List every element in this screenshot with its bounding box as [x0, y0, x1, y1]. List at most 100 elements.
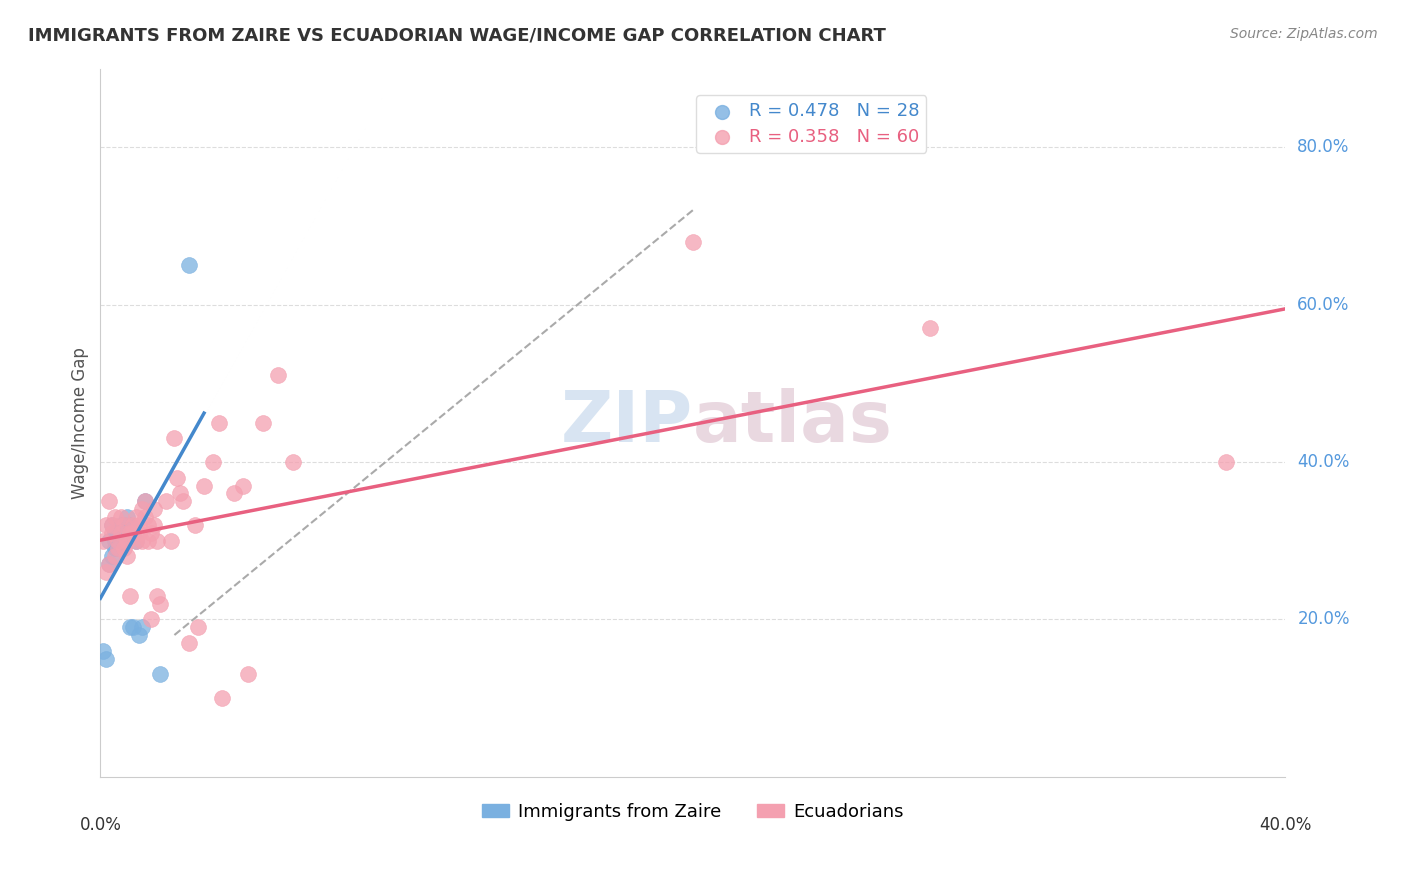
Point: [201, 455, 224, 469]
Point: [281, 455, 304, 469]
Point: [115, 510, 138, 524]
Text: 20.0%: 20.0%: [1298, 610, 1350, 628]
Point: [122, 620, 145, 634]
Point: [107, 541, 129, 556]
Point: [184, 517, 207, 532]
Point: [107, 525, 129, 540]
Point: [98, 558, 121, 572]
Text: Source: ZipAtlas.com: Source: ZipAtlas.com: [1230, 27, 1378, 41]
Point: [139, 525, 162, 540]
Point: [131, 533, 153, 548]
Point: [98, 533, 121, 548]
Point: [1215, 455, 1237, 469]
Point: [107, 533, 129, 548]
Point: [104, 541, 127, 556]
Point: [160, 533, 183, 548]
Point: [252, 416, 274, 430]
Point: [110, 525, 132, 540]
Point: [166, 470, 188, 484]
Point: [104, 549, 127, 564]
Point: [222, 486, 245, 500]
Point: [107, 541, 129, 556]
Text: 0.0%: 0.0%: [79, 815, 121, 833]
Point: [112, 541, 135, 556]
Point: [128, 517, 150, 532]
Point: [179, 258, 201, 272]
Point: [139, 612, 162, 626]
Point: [142, 517, 165, 532]
Point: [118, 525, 141, 540]
Point: [118, 517, 141, 532]
Text: 40.0%: 40.0%: [1260, 815, 1312, 833]
Text: 60.0%: 60.0%: [1298, 295, 1350, 314]
Text: 40.0%: 40.0%: [1298, 453, 1350, 471]
Point: [918, 321, 941, 335]
Point: [131, 502, 153, 516]
Point: [134, 494, 156, 508]
Point: [128, 628, 150, 642]
Point: [104, 510, 127, 524]
Point: [96, 651, 118, 665]
Point: [122, 517, 145, 532]
Point: [104, 525, 127, 540]
Point: [682, 235, 704, 249]
Point: [134, 510, 156, 524]
Point: [96, 517, 118, 532]
Point: [149, 597, 172, 611]
Text: IMMIGRANTS FROM ZAIRE VS ECUADORIAN WAGE/INCOME GAP CORRELATION CHART: IMMIGRANTS FROM ZAIRE VS ECUADORIAN WAGE…: [28, 27, 886, 45]
Point: [101, 517, 124, 532]
Point: [115, 525, 138, 540]
Point: [107, 533, 129, 548]
Point: [91, 533, 114, 548]
Point: [110, 517, 132, 532]
Point: [112, 517, 135, 532]
Point: [115, 549, 138, 564]
Point: [136, 517, 159, 532]
Point: [238, 667, 260, 681]
Point: [163, 431, 186, 445]
Point: [110, 541, 132, 556]
Point: [134, 494, 156, 508]
Point: [112, 533, 135, 548]
Point: [96, 565, 118, 579]
Point: [149, 667, 172, 681]
Point: [208, 416, 231, 430]
Legend: Immigrants from Zaire, Ecuadorians: Immigrants from Zaire, Ecuadorians: [475, 796, 911, 828]
Point: [172, 494, 194, 508]
Point: [110, 510, 132, 524]
Y-axis label: Wage/Income Gap: Wage/Income Gap: [72, 347, 89, 499]
Point: [118, 620, 141, 634]
Point: [145, 533, 167, 548]
Point: [110, 525, 132, 540]
Point: [101, 549, 124, 564]
Point: [211, 690, 233, 705]
Point: [112, 517, 135, 532]
Point: [101, 517, 124, 532]
Point: [131, 620, 153, 634]
Point: [179, 636, 201, 650]
Point: [125, 510, 148, 524]
Text: ZIP: ZIP: [561, 388, 693, 457]
Point: [125, 533, 148, 548]
Point: [98, 494, 121, 508]
Point: [142, 502, 165, 516]
Point: [267, 368, 290, 383]
Point: [101, 525, 124, 540]
Point: [98, 558, 121, 572]
Text: atlas: atlas: [693, 388, 893, 457]
Point: [118, 589, 141, 603]
Point: [115, 533, 138, 548]
Point: [122, 525, 145, 540]
Point: [91, 644, 114, 658]
Point: [128, 525, 150, 540]
Text: 80.0%: 80.0%: [1298, 138, 1350, 156]
Point: [187, 620, 209, 634]
Point: [193, 478, 215, 492]
Point: [136, 533, 159, 548]
Point: [125, 533, 148, 548]
Point: [169, 486, 191, 500]
Point: [155, 494, 177, 508]
Point: [232, 478, 254, 492]
Point: [104, 533, 127, 548]
Point: [145, 589, 167, 603]
